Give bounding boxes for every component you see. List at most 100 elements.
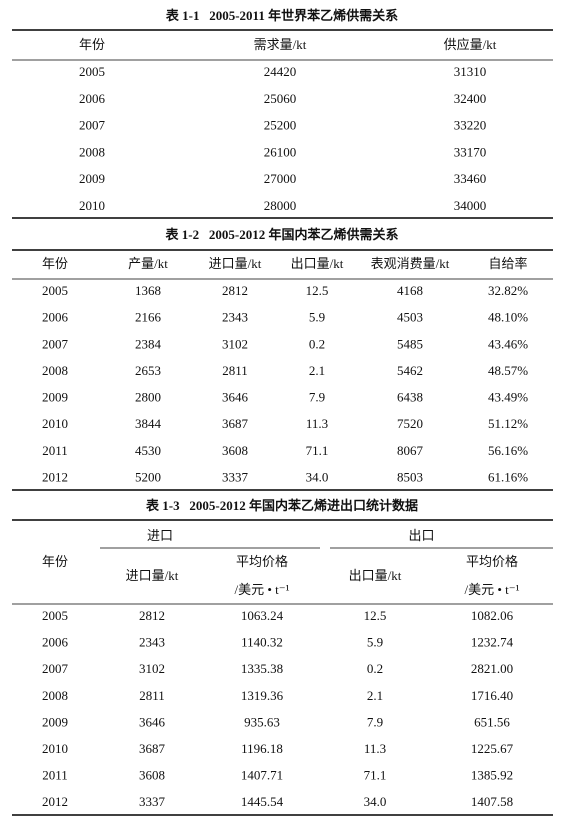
cell: 8067 (397, 443, 424, 458)
cell: 25060 (264, 91, 297, 106)
cell: 27000 (264, 171, 297, 186)
cell: 32.82% (488, 283, 528, 298)
cell: 2166 (135, 310, 162, 325)
column-header: 产量/kt (128, 256, 168, 271)
cell: 25200 (264, 118, 297, 133)
cell: 2010 (42, 416, 68, 431)
cell: 56.16% (488, 443, 528, 458)
cell: 1385.92 (471, 768, 513, 783)
cell: 2005 (42, 283, 68, 298)
cell: 2007 (42, 336, 69, 351)
cell: 1082.06 (471, 608, 514, 623)
cell: 8503 (397, 470, 423, 485)
cell: 34.0 (306, 470, 329, 485)
cell: 1225.67 (471, 741, 514, 756)
cell: 2811 (222, 363, 248, 378)
cell: 11.3 (306, 416, 328, 431)
cell: 2009 (42, 714, 68, 729)
column-header: 供应量/kt (444, 37, 497, 52)
column-header: 平均价格 (466, 554, 518, 569)
cell: 3337 (222, 470, 249, 485)
column-header: 表观消费量/kt (371, 256, 450, 271)
cell: 3102 (222, 336, 248, 351)
table-title: 表 1-3 2005-2012 年国内苯乙烯进出口统计数据 (145, 498, 418, 513)
cell: 33170 (454, 144, 487, 159)
cell: 2007 (79, 118, 106, 133)
cell: 2811 (139, 688, 165, 703)
cell: 1232.74 (471, 635, 514, 650)
cell: 2343 (139, 635, 165, 650)
cell: 2005 (79, 64, 105, 79)
cell: 2008 (42, 688, 68, 703)
cell: 1445.54 (241, 794, 284, 809)
cell: 4168 (397, 283, 423, 298)
cell: 3646 (222, 390, 249, 405)
cell: 31310 (454, 64, 487, 79)
cell: 2007 (42, 661, 69, 676)
cell: 5.9 (367, 635, 383, 650)
cell: 2010 (42, 741, 68, 756)
cell: 0.2 (367, 661, 383, 676)
cell: 12.5 (306, 283, 329, 298)
cell: 1368 (135, 283, 161, 298)
cell: 3687 (222, 416, 249, 431)
cell: 26100 (264, 144, 297, 159)
cell: 7.9 (367, 714, 383, 729)
table-title: 表 1-2 2005-2012 年国内苯乙烯供需关系 (165, 227, 399, 242)
column-header: 年份 (79, 37, 105, 52)
table-title: 表 1-1 2005-2011 年世界苯乙烯供需关系 (165, 8, 398, 23)
cell: 2009 (79, 171, 105, 186)
cell: 43.46% (488, 336, 528, 351)
cell: 2008 (42, 363, 68, 378)
cell: 24420 (264, 64, 297, 79)
cell: 2009 (42, 390, 68, 405)
cell: 2812 (222, 283, 248, 298)
cell: 2.1 (367, 688, 383, 703)
cell: 11.3 (364, 741, 386, 756)
cell: 651.56 (474, 714, 510, 729)
cell: 2012 (42, 794, 68, 809)
cell: 2384 (135, 336, 162, 351)
column-header: 需求量/kt (254, 37, 307, 52)
cell: 4503 (397, 310, 423, 325)
cell: 43.49% (488, 390, 528, 405)
column-header: /美元 • t⁻¹ (464, 582, 519, 597)
column-header: 自给率 (488, 256, 527, 271)
cell: 1335.38 (241, 661, 283, 676)
cell: 5.9 (309, 310, 325, 325)
cell: 2005 (42, 608, 68, 623)
cell: 2011 (42, 443, 68, 458)
cell: 1407.58 (471, 794, 513, 809)
cell: 2011 (42, 768, 68, 783)
group-header: 进口 (147, 528, 173, 543)
cell: 28000 (264, 198, 297, 213)
cell: 2006 (79, 91, 106, 106)
column-header: 平均价格 (236, 554, 288, 569)
cell: 2006 (42, 310, 69, 325)
column-header: 年份 (42, 554, 68, 569)
cell: 33460 (454, 171, 487, 186)
cell: 1716.40 (471, 688, 513, 703)
cell: 2.1 (309, 363, 325, 378)
cell: 51.12% (488, 416, 528, 431)
column-header: 年份 (42, 256, 68, 271)
cell: 34000 (454, 198, 487, 213)
cell: 4530 (135, 443, 161, 458)
cell: 3337 (139, 794, 166, 809)
cell: 2008 (79, 144, 105, 159)
cell: 2812 (139, 608, 165, 623)
column-header: 进口量/kt (126, 568, 179, 583)
cell: 2006 (42, 635, 69, 650)
cell: 32400 (454, 91, 487, 106)
cell: 5485 (397, 336, 423, 351)
cell: 71.1 (364, 768, 387, 783)
cell: 3687 (139, 741, 166, 756)
column-header: 进口量/kt (209, 256, 262, 271)
cell: 48.57% (488, 363, 528, 378)
column-header: /美元 • t⁻¹ (234, 582, 289, 597)
cell: 0.2 (309, 336, 325, 351)
cell: 1196.18 (241, 741, 283, 756)
cell: 5200 (135, 470, 161, 485)
cell: 33220 (454, 118, 487, 133)
